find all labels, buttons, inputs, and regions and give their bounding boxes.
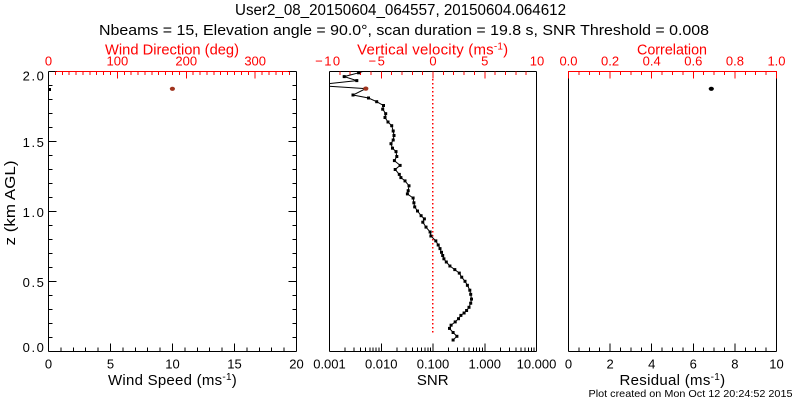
svg-text:20: 20 (289, 357, 303, 372)
svg-text:0.8: 0.8 (726, 54, 744, 69)
svg-text:10: 10 (769, 357, 783, 372)
svg-text:0.001: 0.001 (313, 357, 346, 372)
svg-text:5: 5 (481, 54, 488, 69)
svg-text:10: 10 (530, 54, 544, 69)
svg-text:0.4: 0.4 (643, 54, 661, 69)
svg-text:0.2: 0.2 (601, 54, 619, 69)
svg-text:200: 200 (175, 54, 197, 69)
svg-text:6: 6 (690, 357, 697, 372)
svg-text:−5: −5 (368, 54, 386, 69)
svg-text:0.5: 0.5 (23, 275, 46, 290)
svg-text:1.000: 1.000 (468, 357, 501, 372)
svg-text:0: 0 (45, 357, 52, 372)
svg-text:SNR: SNR (417, 372, 449, 389)
svg-text:0.6: 0.6 (684, 54, 702, 69)
svg-text:Nbeams = 15, Elevation angle =: Nbeams = 15, Elevation angle = 90.0°, sc… (99, 22, 709, 39)
svg-text:Correlation: Correlation (637, 42, 707, 59)
svg-text:5: 5 (107, 357, 114, 372)
svg-text:1.0: 1.0 (23, 205, 46, 220)
svg-text:0.0: 0.0 (23, 340, 46, 355)
svg-text:Vertical velocity (ms-1): Vertical velocity (ms-1) (357, 42, 508, 59)
svg-text:1.0: 1.0 (767, 54, 785, 69)
svg-text:0: 0 (429, 54, 436, 69)
svg-text:Wind Speed (ms-1): Wind Speed (ms-1) (108, 372, 237, 389)
svg-text:10: 10 (165, 357, 179, 372)
svg-text:Residual (ms-1): Residual (ms-1) (620, 372, 726, 389)
svg-text:User2_08_20150604_064557, 2015: User2_08_20150604_064557, 20150604.06461… (235, 2, 566, 19)
svg-text:0: 0 (565, 357, 572, 372)
svg-text:Wind Direction (deg): Wind Direction (deg) (105, 42, 239, 59)
svg-text:4: 4 (648, 357, 655, 372)
svg-text:0: 0 (45, 54, 52, 69)
svg-text:0.100: 0.100 (417, 357, 450, 372)
svg-text:15: 15 (227, 357, 241, 372)
svg-text:2: 2 (606, 357, 613, 372)
svg-text:−10: −10 (315, 54, 342, 69)
svg-text:300: 300 (244, 54, 266, 69)
svg-text:2.0: 2.0 (23, 68, 46, 83)
svg-text:1.5: 1.5 (23, 135, 46, 150)
svg-text:10.000: 10.000 (517, 357, 557, 372)
svg-text:Plot created on Mon Oct 12 20:: Plot created on Mon Oct 12 20:24:52 2015 (589, 388, 793, 400)
svg-text:0.010: 0.010 (365, 357, 398, 372)
svg-text:z (km AGL): z (km AGL) (2, 161, 19, 246)
svg-text:8: 8 (731, 357, 738, 372)
svg-text:0.0: 0.0 (559, 54, 577, 69)
svg-text:100: 100 (107, 54, 129, 69)
